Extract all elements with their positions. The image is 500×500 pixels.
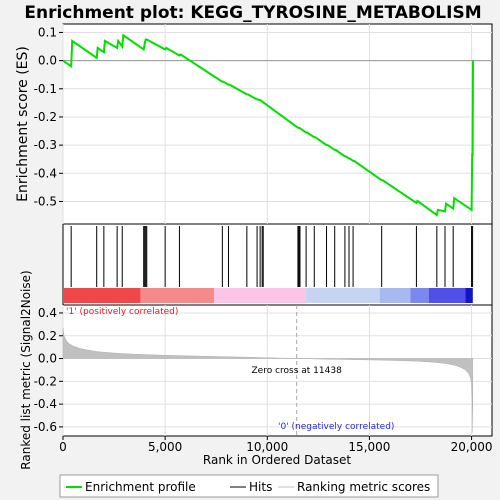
ranking-heat-bar <box>63 288 473 303</box>
es-tick-label: 0.0 <box>38 54 57 68</box>
metric-tick-label: -0.4 <box>34 397 57 411</box>
x-tick-label: 5,000 <box>148 440 182 454</box>
heat-bar-segment <box>141 288 215 303</box>
heat-bar-segment <box>214 288 306 303</box>
positive-class-label: '1' (positively correlated) <box>66 307 178 317</box>
negative-class-label: '0' (negatively correlated) <box>278 422 394 432</box>
metric-y-axis: 0.4 0.2 0.0 -0.2 -0.4 -0.6 <box>34 306 63 434</box>
x-axis: 0 5,000 10,000 15,000 20,000 <box>59 436 492 454</box>
x-tick-label: 20,000 <box>451 440 493 454</box>
metric-tick-label: 0.4 <box>38 306 57 320</box>
heat-bar-segment <box>429 288 466 303</box>
es-panel <box>63 24 492 224</box>
x-tick-label: 15,000 <box>348 440 390 454</box>
chart-title: Enrichment plot: KEGG_TYROSINE_METABOLIS… <box>24 3 481 23</box>
metric-tick-label: 0.2 <box>38 329 57 343</box>
es-tick-label: -0.1 <box>34 82 57 96</box>
es-tick-label: 0.1 <box>38 25 57 39</box>
es-y-axis: 0.1 0.0 -0.1 -0.2 -0.3 -0.4 -0.5 <box>34 25 63 208</box>
heat-bar-segment <box>465 288 472 303</box>
legend-entry-profile: Enrichment profile <box>85 480 196 494</box>
es-tick-label: -0.2 <box>34 110 57 124</box>
es-tick-label: -0.4 <box>34 166 57 180</box>
x-axis-label: Rank in Ordered Dataset <box>203 453 351 467</box>
x-tick-label: 10,000 <box>246 440 288 454</box>
metric-tick-label: -0.6 <box>34 420 57 434</box>
metric-y-axis-label: Ranked list metric (Signal2Noise) <box>19 270 33 469</box>
heat-bar-segment <box>410 288 428 303</box>
heat-bar-segment <box>380 288 411 303</box>
metric-tick-label: 0.0 <box>38 352 57 366</box>
es-tick-label: -0.3 <box>34 138 57 152</box>
legend: Enrichment profile Hits Ranking metric s… <box>60 475 438 497</box>
legend-entry-hits: Hits <box>249 480 272 494</box>
heat-bar-segment <box>306 288 380 303</box>
x-tick-label: 0 <box>59 440 67 454</box>
es-tick-label: -0.5 <box>34 194 57 208</box>
metric-tick-label: -0.2 <box>34 374 57 388</box>
legend-entry-metric: Ranking metric scores <box>297 480 430 494</box>
es-y-axis-label: Enrichment score (ES) <box>15 46 31 202</box>
heat-bar-segment <box>63 288 141 303</box>
zero-cross-label: Zero cross at 11438 <box>252 366 343 376</box>
